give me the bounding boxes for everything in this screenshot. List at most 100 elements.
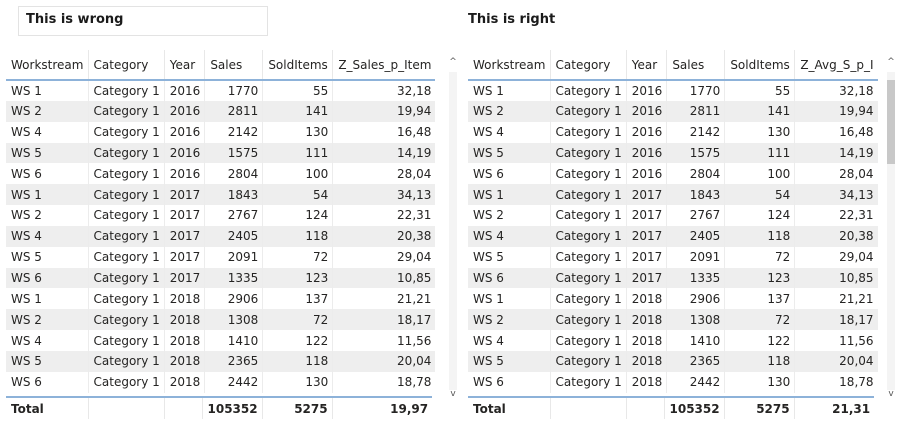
cell-measure: 28,04 bbox=[397, 166, 432, 181]
table-row[interactable]: WS 1 Category 1 2018 2906 137 21,21 bbox=[6, 288, 435, 310]
table-row[interactable]: WS 2 Category 1 2017 2767 124 22,31 bbox=[468, 205, 878, 226]
table-row[interactable]: WS 5 Category 1 2017 2091 72 29,04 bbox=[6, 246, 435, 268]
column-header-sales[interactable]: Sales bbox=[666, 50, 726, 81]
table-row[interactable]: WS 6 Category 1 2016 2804 100 28,04 bbox=[6, 163, 435, 185]
cell-category: Category 1 bbox=[88, 267, 165, 289]
scroll-down-arrow-icon[interactable]: v bbox=[450, 389, 456, 399]
column-header-measure[interactable]: Z_Sales_p_Item bbox=[332, 50, 436, 81]
table-row[interactable]: WS 4 Category 1 2017 2405 118 20,38 bbox=[6, 225, 436, 247]
cell-sales: 1410 bbox=[204, 330, 264, 351]
cell-sales: 2811 bbox=[204, 100, 264, 122]
cell-solditems: 100 bbox=[262, 163, 334, 185]
scroll-thumb[interactable] bbox=[887, 80, 895, 164]
cell-workstream: WS 1 bbox=[6, 288, 89, 310]
cell-year: 2018 bbox=[164, 288, 206, 310]
column-header-category[interactable]: Category bbox=[550, 50, 627, 81]
cell-solditems: 137 bbox=[262, 288, 334, 310]
cell-measure: 11,56 bbox=[397, 333, 432, 348]
table-row[interactable]: WS 1 Category 1 2017 1843 54 34,13 bbox=[6, 184, 436, 206]
scroll-up-arrow-icon[interactable]: ^ bbox=[449, 57, 457, 67]
cell-sales: 1843 bbox=[204, 184, 264, 206]
cell-year: 2018 bbox=[626, 371, 668, 393]
table-row[interactable]: WS 6 Category 1 2017 1335 123 10,85 bbox=[6, 267, 436, 289]
cell-measure: 29,04 bbox=[397, 250, 432, 265]
table-row[interactable]: WS 6 Category 1 2018 2442 130 18,78 bbox=[6, 371, 435, 393]
cell-workstream: WS 4 bbox=[6, 121, 89, 143]
cell-measure: 28,04 bbox=[839, 166, 874, 181]
scroll-down-arrow-icon[interactable]: v bbox=[888, 389, 894, 399]
cell-solditems: 118 bbox=[724, 225, 796, 247]
table-row[interactable]: WS 2 Category 1 2017 2767 124 22,31 bbox=[6, 205, 435, 226]
column-header-workstream[interactable]: Workstream bbox=[468, 50, 551, 81]
cell-category: Category 1 bbox=[550, 330, 627, 351]
right-table-title: This is right bbox=[468, 12, 556, 27]
table-row[interactable]: WS 5 Category 1 2017 2091 72 29,04 bbox=[468, 246, 878, 268]
table-row[interactable]: WS 5 Category 1 2016 1575 111 14,19 bbox=[468, 142, 878, 164]
scroll-track[interactable] bbox=[887, 72, 895, 390]
cell-category: Category 1 bbox=[88, 142, 165, 164]
table-row[interactable]: WS 2 Category 1 2016 2811 141 19,94 bbox=[6, 100, 436, 122]
table-row[interactable]: WS 4 Category 1 2016 2142 130 16,48 bbox=[468, 121, 878, 143]
table-row[interactable]: WS 6 Category 1 2018 2442 130 18,78 bbox=[468, 371, 878, 393]
table-row[interactable]: WS 1 Category 1 2016 1770 55 32,18 bbox=[468, 80, 878, 101]
table-row[interactable]: WS 5 Category 1 2018 2365 118 20,04 bbox=[468, 350, 878, 372]
table-row[interactable]: WS 5 Category 1 2018 2365 118 20,04 bbox=[6, 350, 436, 372]
table-row[interactable]: WS 6 Category 1 2016 2804 100 28,04 bbox=[468, 163, 878, 185]
cell-sales: 1575 bbox=[204, 142, 264, 164]
scroll-up-arrow-icon[interactable]: ^ bbox=[887, 57, 895, 67]
table-row[interactable]: WS 4 Category 1 2018 1410 122 11,56 bbox=[468, 330, 878, 351]
right-scrollbar[interactable]: ^ v bbox=[886, 50, 896, 399]
column-header-workstream[interactable]: Workstream bbox=[6, 50, 89, 81]
table-row[interactable]: WS 2 Category 1 2018 1308 72 18,17 bbox=[6, 309, 436, 331]
table-row[interactable]: WS 1 Category 1 2018 2906 137 21,21 bbox=[468, 288, 878, 310]
left-table-visual[interactable]: Workstream Category Year Sales SoldItems… bbox=[6, 50, 460, 420]
table-row[interactable]: WS 2 Category 1 2018 1308 72 18,17 bbox=[468, 309, 878, 331]
table-row[interactable]: WS 6 Category 1 2017 1335 123 10,85 bbox=[468, 267, 878, 289]
column-header-solditems[interactable]: SoldItems bbox=[724, 50, 796, 81]
scroll-track[interactable] bbox=[449, 72, 457, 390]
cell-sales: 1575 bbox=[666, 142, 726, 164]
cell-workstream: WS 1 bbox=[468, 80, 551, 101]
left-scrollbar[interactable]: ^ v bbox=[448, 50, 458, 399]
cell-year: 2018 bbox=[626, 309, 668, 331]
cell-year: 2017 bbox=[626, 267, 668, 289]
cell-workstream: WS 6 bbox=[468, 163, 551, 185]
cell-measure: 34,13 bbox=[332, 184, 436, 206]
table-row[interactable]: WS 1 Category 1 2017 1843 54 34,13 bbox=[468, 184, 878, 206]
cell-sales: 1335 bbox=[204, 267, 264, 289]
cell-year: 2018 bbox=[626, 288, 668, 310]
column-header-category[interactable]: Category bbox=[88, 50, 165, 81]
left-table: Workstream Category Year Sales SoldItems… bbox=[6, 50, 436, 393]
cell-year: 2018 bbox=[164, 350, 206, 372]
cell-measure: 22,31 bbox=[397, 208, 432, 223]
table-row[interactable]: WS 4 Category 1 2017 2405 118 20,38 bbox=[468, 225, 878, 247]
column-header-year[interactable]: Year bbox=[626, 50, 668, 81]
cell-category: Category 1 bbox=[550, 350, 627, 372]
table-row[interactable]: WS 2 Category 1 2016 2811 141 19,94 bbox=[468, 100, 878, 122]
cell-sales: 1335 bbox=[666, 267, 726, 289]
table-row[interactable]: WS 4 Category 1 2016 2142 130 16,48 bbox=[6, 121, 435, 143]
cell-workstream: WS 5 bbox=[6, 350, 89, 372]
cell-measure: 29,04 bbox=[839, 250, 874, 265]
cell-measure: 14,19 bbox=[332, 142, 436, 164]
column-header-year[interactable]: Year bbox=[164, 50, 206, 81]
cell-solditems: 130 bbox=[724, 121, 796, 143]
column-header-solditems[interactable]: SoldItems bbox=[262, 50, 334, 81]
cell-sales: 1410 bbox=[666, 330, 726, 351]
title-textbox-left[interactable] bbox=[18, 6, 268, 36]
cell-year: 2017 bbox=[164, 267, 206, 289]
cell-solditems: 111 bbox=[262, 142, 334, 164]
cell-year: 2017 bbox=[626, 246, 668, 268]
cell-year: 2016 bbox=[164, 121, 206, 143]
cell-measure: 32,18 bbox=[839, 83, 874, 98]
table-row[interactable]: WS 4 Category 1 2018 1410 122 11,56 bbox=[6, 330, 435, 351]
cell-solditems: 124 bbox=[724, 205, 796, 226]
table-row[interactable]: WS 5 Category 1 2016 1575 111 14,19 bbox=[6, 142, 436, 164]
column-header-measure[interactable]: Z_Avg_S_p_I bbox=[794, 50, 878, 81]
cell-solditems: 122 bbox=[724, 330, 796, 351]
table-row[interactable]: WS 1 Category 1 2016 1770 55 32,18 bbox=[6, 80, 435, 101]
right-table-visual[interactable]: Workstream Category Year Sales SoldItems… bbox=[468, 50, 898, 420]
cell-sales: 2442 bbox=[666, 371, 726, 393]
column-header-sales[interactable]: Sales bbox=[204, 50, 264, 81]
